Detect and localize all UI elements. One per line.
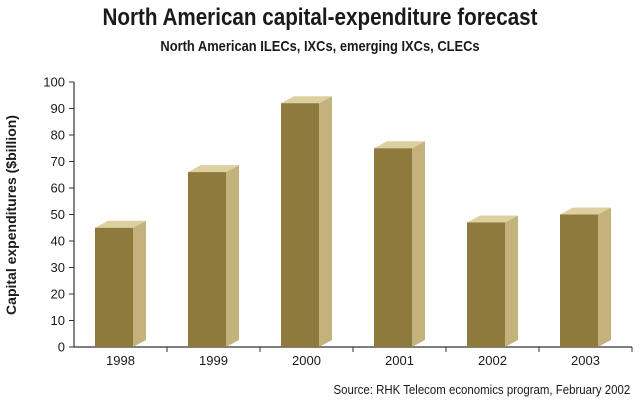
source-note: Source: RHK Telecom economics program, F… bbox=[333, 382, 630, 397]
bar-side bbox=[505, 215, 518, 347]
bar-front bbox=[374, 148, 412, 347]
y-tick-label: 100 bbox=[43, 75, 65, 90]
x-tick-label: 1998 bbox=[106, 353, 135, 368]
y-tick-label: 80 bbox=[51, 128, 65, 143]
bar bbox=[95, 220, 146, 347]
bar-front bbox=[95, 227, 133, 347]
x-tick-label: 2001 bbox=[385, 353, 414, 368]
x-tick-label: 1999 bbox=[199, 353, 228, 368]
y-tick-label: 10 bbox=[51, 313, 65, 328]
bar-top bbox=[467, 215, 518, 223]
bar-top bbox=[560, 207, 611, 215]
bar-top bbox=[281, 96, 332, 104]
x-tick-label: 2000 bbox=[292, 353, 321, 368]
bar-top bbox=[374, 141, 425, 149]
y-axis-label: Capital expenditures ($billion) bbox=[3, 115, 19, 315]
bar-side bbox=[598, 207, 611, 347]
bar-side bbox=[319, 96, 332, 347]
bar-front bbox=[560, 214, 598, 347]
bar-front bbox=[188, 172, 226, 347]
bar-front bbox=[467, 222, 505, 347]
y-tick-label: 0 bbox=[58, 340, 65, 355]
bar bbox=[374, 141, 425, 347]
y-tick-label: 40 bbox=[51, 234, 65, 249]
y-tick-label: 70 bbox=[51, 154, 65, 169]
y-tick-label: 90 bbox=[51, 101, 65, 116]
bar bbox=[467, 215, 518, 347]
chart-title: North American capital-expenditure forec… bbox=[102, 4, 538, 31]
bar bbox=[560, 207, 611, 347]
bar-side bbox=[412, 141, 425, 347]
y-tick-label: 20 bbox=[51, 287, 65, 302]
chart-subtitle: North American ILECs, IXCs, emerging IXC… bbox=[160, 38, 480, 55]
bar-top bbox=[188, 165, 239, 173]
bar-top bbox=[95, 220, 146, 228]
bar-side bbox=[133, 220, 146, 347]
bar-side bbox=[226, 165, 239, 347]
y-tick-label: 60 bbox=[51, 181, 65, 196]
bar-front bbox=[281, 103, 319, 347]
x-axis-ticks: 1998 1999 2000 2001 2002 2003 bbox=[106, 347, 633, 368]
bar bbox=[188, 165, 239, 347]
x-tick-label: 2003 bbox=[571, 353, 600, 368]
bar bbox=[281, 96, 332, 347]
y-tick-label: 30 bbox=[51, 260, 65, 275]
x-tick-label: 2002 bbox=[478, 353, 507, 368]
y-tick-label: 50 bbox=[51, 207, 65, 222]
chart-bars bbox=[95, 96, 611, 347]
